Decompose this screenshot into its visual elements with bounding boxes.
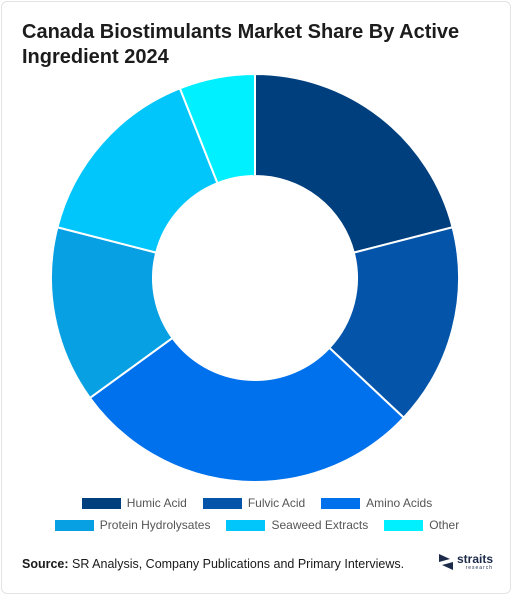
legend-item-amino-acids: Amino Acids	[321, 496, 432, 510]
legend-item-protein-hydrolysates: Protein Hydrolysates	[54, 518, 211, 532]
legend-item-seaweed-extracts: Seaweed Extracts	[226, 518, 368, 532]
legend-label: Seaweed Extracts	[271, 518, 369, 532]
donut-slice-other	[178, 72, 256, 185]
donut-chart	[50, 72, 460, 483]
straits-research-logo: straits research	[438, 553, 493, 571]
chart-legend: Humic Acid Fulvic Acid Amino Acids Prote…	[0, 492, 514, 536]
legend-item-fulvic-acid: Fulvic Acid	[202, 496, 306, 510]
straits-logo-icon	[439, 554, 453, 570]
legend-swatch	[54, 519, 94, 531]
logo-wordmark: straits	[457, 551, 494, 566]
donut-slice-humic-acid	[254, 72, 454, 254]
legend-swatch	[202, 497, 242, 509]
legend-swatch	[384, 519, 424, 531]
chart-title: Canada Biostimulants Market Share By Act…	[22, 21, 460, 68]
legend-label: Other	[429, 518, 460, 532]
donut-slice-amino-acids	[88, 336, 406, 483]
legend-item-other: Other	[384, 518, 459, 532]
source-note: Source: SR Analysis, Company Publication…	[22, 557, 404, 571]
legend-label: Amino Acids	[366, 496, 433, 510]
source-text: SR Analysis, Company Publications and Pr…	[72, 557, 405, 571]
source-label: Source:	[22, 557, 69, 571]
legend-item-humic-acid: Humic Acid	[81, 496, 187, 510]
donut-slice-fulvic-acid	[327, 226, 460, 420]
donut-slice-seaweed-extracts	[56, 87, 219, 254]
legend-swatch	[81, 497, 121, 509]
donut-slice-protein-hydrolysates	[50, 226, 174, 400]
logo-subtext: research	[465, 564, 494, 571]
legend-swatch	[321, 497, 361, 509]
legend-label: Humic Acid	[126, 496, 187, 510]
legend-label: Protein Hydrolysates	[99, 518, 211, 532]
legend-row-2: Protein Hydrolysates Seaweed Extracts Ot…	[0, 514, 514, 536]
legend-label: Fulvic Acid	[247, 496, 306, 510]
legend-row-1: Humic Acid Fulvic Acid Amino Acids	[0, 492, 514, 514]
legend-swatch	[226, 519, 266, 531]
